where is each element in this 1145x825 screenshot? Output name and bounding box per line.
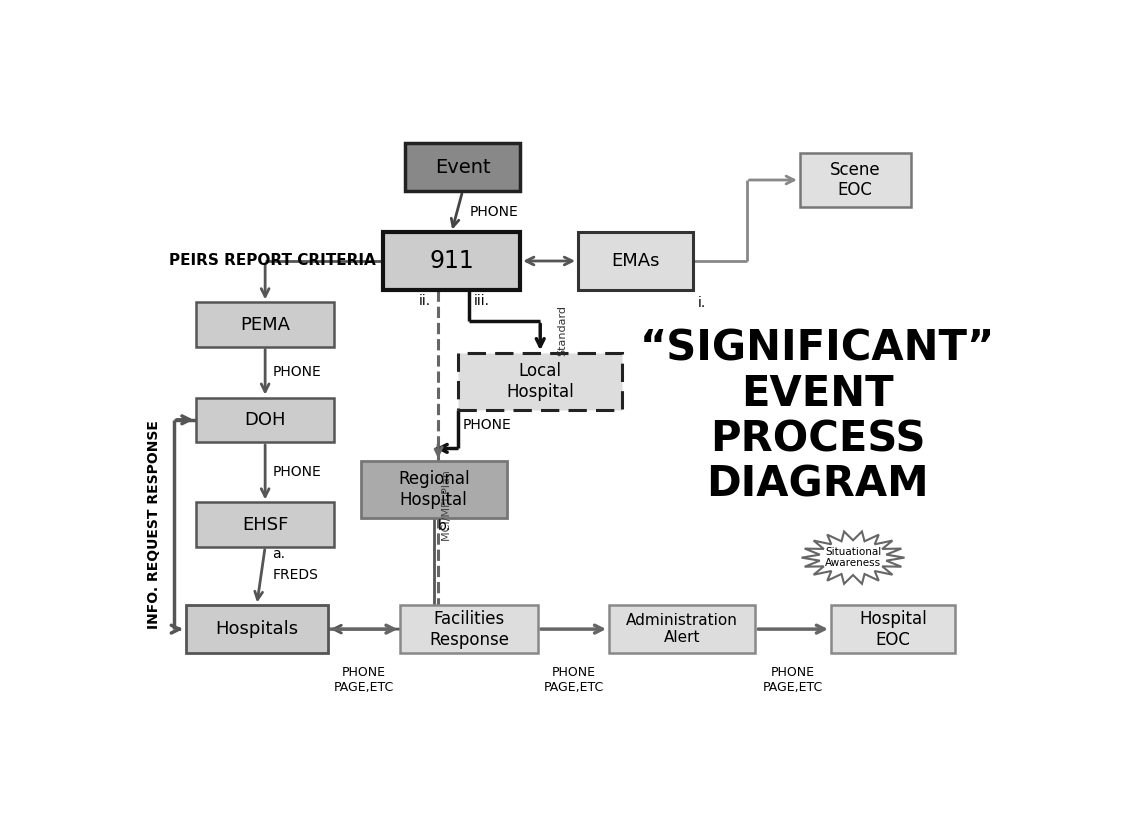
- Text: PHONE: PHONE: [273, 365, 321, 380]
- Text: EMAs: EMAs: [611, 252, 660, 270]
- FancyBboxPatch shape: [458, 353, 623, 410]
- FancyBboxPatch shape: [382, 233, 520, 290]
- Text: PEMA: PEMA: [240, 315, 290, 333]
- Text: Administration
Alert: Administration Alert: [626, 613, 739, 645]
- Text: PHONE: PHONE: [273, 465, 321, 479]
- Text: Local
Hospital: Local Hospital: [506, 362, 574, 401]
- FancyBboxPatch shape: [197, 502, 334, 547]
- Text: i.: i.: [697, 296, 706, 310]
- Text: Hospitals: Hospitals: [215, 620, 298, 638]
- Text: Event: Event: [435, 158, 490, 177]
- Text: DOH: DOH: [244, 411, 286, 429]
- FancyBboxPatch shape: [197, 302, 334, 346]
- FancyBboxPatch shape: [578, 233, 694, 290]
- Text: ii.: ii.: [419, 295, 431, 309]
- Text: “SIGNIFICANT”
EVENT
PROCESS
DIAGRAM: “SIGNIFICANT” EVENT PROCESS DIAGRAM: [640, 328, 995, 506]
- Text: PHONE: PHONE: [469, 205, 519, 219]
- FancyBboxPatch shape: [197, 398, 334, 442]
- Text: FREDS: FREDS: [273, 568, 318, 582]
- Text: MCI/MFI Plan: MCI/MFI Plan: [442, 470, 452, 541]
- Text: PHONE
PAGE,ETC: PHONE PAGE,ETC: [334, 666, 394, 694]
- FancyBboxPatch shape: [799, 153, 910, 207]
- FancyBboxPatch shape: [609, 606, 756, 653]
- FancyBboxPatch shape: [405, 144, 520, 191]
- FancyBboxPatch shape: [831, 606, 955, 653]
- Text: INFO. REQUEST RESPONSE: INFO. REQUEST RESPONSE: [147, 420, 160, 629]
- Text: PHONE
PAGE,ETC: PHONE PAGE,ETC: [544, 666, 603, 694]
- Text: iii.: iii.: [474, 295, 490, 309]
- Text: Situational
Awareness: Situational Awareness: [824, 547, 882, 568]
- FancyBboxPatch shape: [185, 606, 327, 653]
- Text: Scene
EOC: Scene EOC: [830, 161, 881, 200]
- Text: 911: 911: [429, 249, 474, 273]
- Text: PHONE
PAGE,ETC: PHONE PAGE,ETC: [763, 666, 823, 694]
- Text: Regional
Hospital: Regional Hospital: [398, 470, 469, 509]
- FancyBboxPatch shape: [361, 461, 507, 518]
- Text: b.: b.: [439, 519, 451, 533]
- Text: Facilities
Response: Facilities Response: [429, 610, 510, 648]
- Text: Hospital
EOC: Hospital EOC: [859, 610, 926, 648]
- Text: a.: a.: [273, 547, 285, 561]
- Text: Standard: Standard: [558, 305, 568, 356]
- Text: PHONE: PHONE: [463, 418, 512, 432]
- FancyBboxPatch shape: [401, 606, 538, 653]
- Text: EHSF: EHSF: [242, 516, 289, 534]
- Polygon shape: [802, 531, 905, 584]
- Text: PEIRS REPORT CRITERIA: PEIRS REPORT CRITERIA: [168, 253, 376, 268]
